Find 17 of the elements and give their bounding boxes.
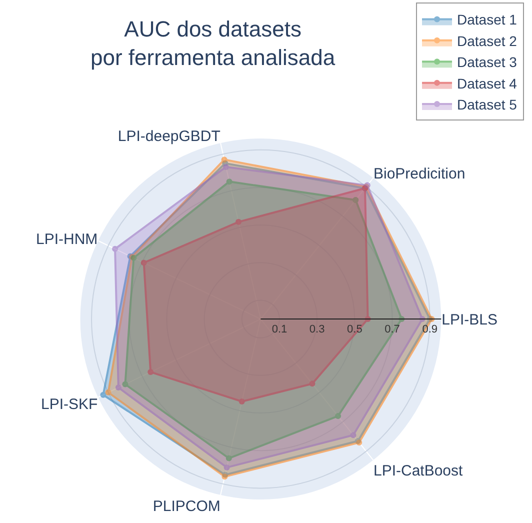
- legend-label: Dataset 5: [457, 96, 518, 112]
- spoke-label: LPI-HNM: [36, 230, 98, 248]
- y-tick-label: 0.1: [272, 324, 288, 336]
- spoke-label: LPI-SKF: [40, 396, 98, 413]
- text: AUC dos datasets por ferramenta analisada: [90, 16, 336, 70]
- spoke-label: PLIPCOM: [152, 498, 220, 516]
- y-tick-label: 0.5: [347, 324, 362, 336]
- spoke-label: LPI-BLS: [442, 311, 498, 328]
- legend-label: Dataset 2: [457, 32, 518, 49]
- spoke-label: LPI-CatBoost: [373, 462, 464, 480]
- y-tick-label: 0.3: [309, 324, 325, 336]
- legend-label: Dataset 3: [457, 54, 518, 70]
- legend-label: Dataset 1: [457, 12, 518, 28]
- y-tick-label: 0.7: [384, 324, 400, 336]
- spoke-label: BioPredicition: [373, 165, 466, 182]
- spoke-label: LPI-deepGBDT: [118, 128, 220, 145]
- legend-label: Dataset 4: [457, 75, 518, 92]
